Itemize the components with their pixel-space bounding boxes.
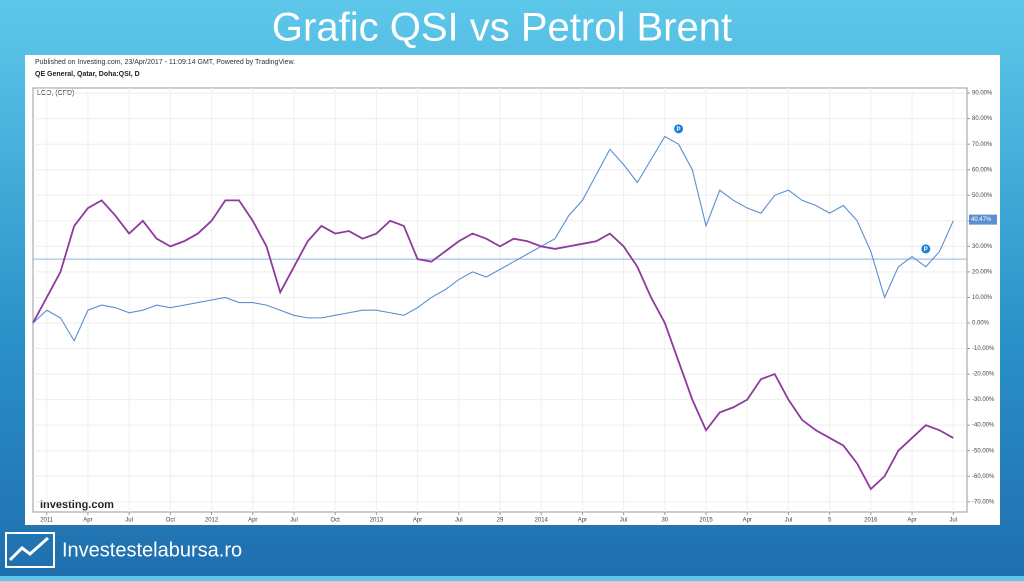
x-tick-label: 2016 [864, 518, 878, 524]
y-tick-label: -70.00% [972, 499, 995, 505]
x-tick-label: Jul [949, 518, 957, 524]
y-tick-label: 80.00% [972, 116, 993, 122]
x-tick-label: 2012 [205, 518, 219, 524]
y-tick-label: -50.00% [972, 448, 995, 454]
x-tick-label: 5 [828, 518, 832, 524]
y-tick-label: 70.00% [972, 142, 993, 148]
x-tick-label: Apr [578, 518, 587, 524]
x-tick-label: Oct [331, 518, 341, 524]
x-tick-label: 29 [497, 518, 504, 524]
y-tick-label: -10.00% [972, 346, 995, 352]
x-tick-label: 2013 [370, 518, 384, 524]
marker-label: P [677, 127, 681, 133]
x-tick-label: Oct [166, 518, 176, 524]
y-tick-label: 30.00% [972, 244, 993, 250]
y-tick-label: -60.00% [972, 474, 995, 480]
y-tick-label: 0.00% [972, 321, 990, 327]
footer-icon [5, 532, 55, 568]
x-tick-label: Jul [290, 518, 298, 524]
y-tick-label: 10.00% [972, 295, 993, 301]
x-tick-label: Jul [455, 518, 463, 524]
x-tick-label: 2014 [535, 518, 549, 524]
x-tick-label: 2011 [40, 518, 54, 524]
last-value-label: 40.47% [971, 217, 992, 223]
y-tick-label: 50.00% [972, 193, 993, 199]
y-tick-label: -40.00% [972, 423, 995, 429]
x-tick-label: 2015 [699, 518, 713, 524]
series-line [32, 135, 954, 343]
marker-label: P [924, 247, 928, 253]
chart-panel [25, 55, 1000, 525]
x-tick-label: Apr [413, 518, 422, 524]
y-tick-label: -20.00% [972, 372, 995, 378]
footer-site: Investestelabursa.ro [62, 539, 242, 561]
y-tick-label: 20.00% [972, 269, 993, 275]
x-tick-label: 30 [661, 518, 668, 524]
y-tick-label: 90.00% [972, 91, 993, 97]
x-tick-label: Jul [125, 518, 133, 524]
x-tick-label: Apr [907, 518, 916, 524]
last-value-tag [969, 214, 997, 225]
y-tick-label: 60.00% [972, 167, 993, 173]
series-line [32, 199, 954, 491]
x-tick-label: Apr [83, 518, 92, 524]
published-note: Published on Investing.com, 23/Apr/2017 … [35, 59, 295, 66]
x-tick-label: Apr [743, 518, 752, 524]
marker [674, 124, 684, 134]
marker [921, 244, 931, 254]
y-tick-label: -30.00% [972, 397, 995, 403]
x-tick-label: Apr [248, 518, 257, 524]
logo: Investing.com [40, 499, 114, 511]
x-tick-label: Jul [785, 518, 793, 524]
x-tick-label: Jul [620, 518, 628, 524]
slide-title: Grafic QSI vs Petrol Brent [272, 6, 732, 50]
main-symbol: QE General, Qatar, Doha:QSI, D [35, 71, 140, 78]
